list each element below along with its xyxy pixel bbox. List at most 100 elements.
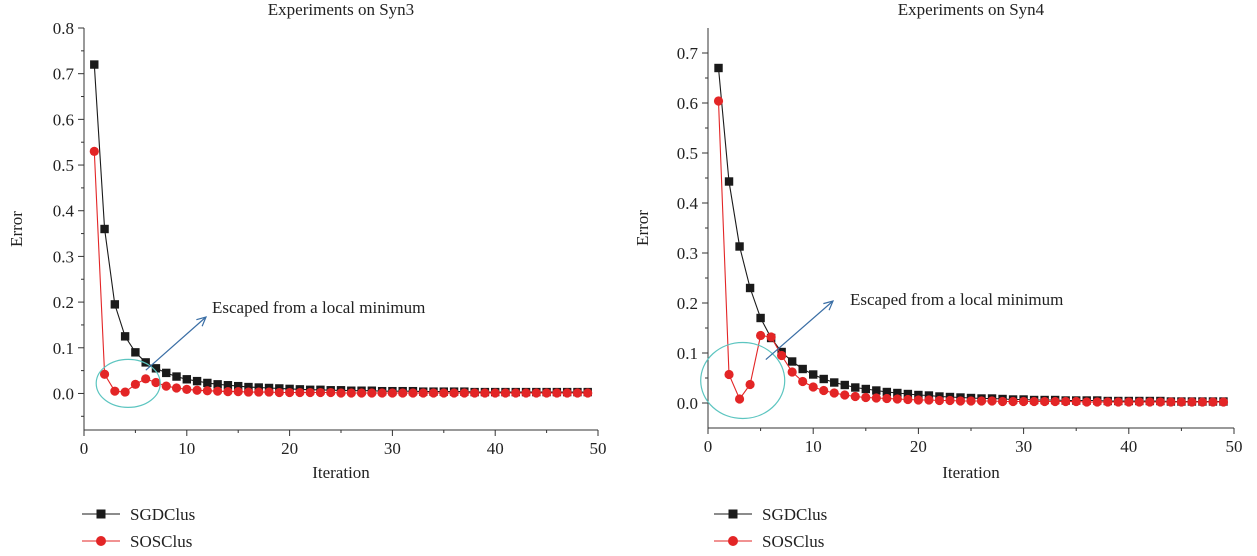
data-point-sgdclus bbox=[90, 60, 99, 69]
y-tick-label: 0.2 bbox=[677, 294, 698, 313]
data-point-sgdclus bbox=[872, 386, 881, 395]
annotation-arrow bbox=[145, 316, 207, 371]
data-point-sosclus bbox=[724, 369, 734, 380]
y-tick-label: 0.6 bbox=[53, 110, 74, 129]
data-point-sgdclus bbox=[914, 390, 923, 400]
data-point-sosclus bbox=[955, 396, 966, 406]
y-tick-label: 0.5 bbox=[53, 156, 74, 175]
data-point-sosclus bbox=[1145, 397, 1155, 407]
data-point-sgdclus bbox=[724, 177, 734, 186]
data-point-sosclus bbox=[1155, 397, 1165, 407]
data-point-sosclus bbox=[840, 390, 850, 400]
annotation-text: Escaped from a local minimum bbox=[212, 298, 425, 317]
data-point-sosclus bbox=[408, 388, 418, 398]
data-point-sosclus bbox=[120, 387, 130, 397]
data-point-sosclus bbox=[850, 391, 860, 402]
y-tick-label: 0.4 bbox=[677, 194, 699, 213]
data-point-sosclus bbox=[511, 388, 521, 398]
data-point-sosclus bbox=[987, 396, 997, 406]
data-point-sosclus bbox=[130, 379, 140, 389]
data-point-sosclus bbox=[449, 388, 459, 398]
data-point-sosclus bbox=[89, 146, 99, 156]
data-point-sosclus bbox=[777, 350, 787, 361]
data-point-sosclus bbox=[295, 387, 305, 398]
data-point-sosclus bbox=[243, 387, 254, 397]
data-point-sosclus bbox=[892, 394, 902, 404]
data-point-sgdclus bbox=[861, 384, 870, 394]
data-point-sgdclus bbox=[882, 387, 892, 397]
data-point-sgdclus bbox=[851, 383, 860, 392]
data-point-sosclus bbox=[583, 388, 593, 398]
chart-syn3: Experiments on Syn3 0.0 0.1 0.2 0.3 0.4 0.5 0.6… bbox=[7, 0, 607, 551]
data-point-sgdclus bbox=[100, 224, 109, 234]
legend-marker-sgdclus bbox=[728, 509, 738, 519]
data-point-sgdclus bbox=[840, 380, 849, 390]
data-point-sosclus bbox=[315, 387, 326, 398]
data-point-sosclus bbox=[562, 388, 572, 398]
y-axis-label: Error bbox=[7, 211, 26, 247]
chart-syn4: Experiments on Syn4 0.0 0.1 0.2 0.3 0.4 0.5 0.6… bbox=[633, 0, 1243, 551]
data-point-sgdclus bbox=[141, 358, 150, 367]
data-point-sgdclus bbox=[131, 348, 140, 357]
data-point-sosclus bbox=[552, 388, 562, 398]
legend-label: SOSClus bbox=[762, 532, 824, 551]
x-tick-label: 20 bbox=[281, 439, 298, 458]
x-tick-label: 0 bbox=[80, 439, 89, 458]
chart-title: Experiments on Syn3 bbox=[268, 0, 414, 19]
data-point-sosclus bbox=[336, 388, 346, 398]
y-tick-label: 0.1 bbox=[677, 344, 698, 363]
data-point-sgdclus bbox=[893, 388, 902, 398]
y-tick-label: 0.3 bbox=[677, 244, 698, 263]
data-point-sosclus bbox=[1113, 397, 1123, 407]
y-tick-label: 0.5 bbox=[677, 144, 698, 163]
data-point-sgdclus bbox=[234, 381, 243, 391]
x-tick-label: 20 bbox=[910, 437, 927, 456]
data-point-sosclus bbox=[213, 386, 223, 396]
data-point-sosclus bbox=[1124, 397, 1134, 407]
annotation-arrowhead bbox=[196, 316, 208, 327]
x-tick-label: 30 bbox=[384, 439, 401, 458]
series-line-sgdclus bbox=[717, 67, 1224, 403]
series-sosclus bbox=[713, 96, 1229, 407]
data-point-sosclus bbox=[997, 396, 1008, 407]
data-point-sosclus bbox=[819, 385, 829, 396]
annotation-text: Escaped from a local minimum bbox=[850, 290, 1063, 309]
data-point-sosclus bbox=[367, 388, 377, 398]
y-tick-label: 0.7 bbox=[53, 65, 75, 84]
x-tick-label: 0 bbox=[704, 437, 713, 456]
data-point-sgdclus bbox=[192, 376, 202, 386]
data-point-sosclus bbox=[470, 388, 480, 398]
annotation-arrow bbox=[765, 300, 834, 361]
data-point-sosclus bbox=[480, 388, 490, 398]
data-point-sosclus bbox=[913, 395, 923, 405]
data-point-sosclus bbox=[1134, 397, 1144, 407]
data-point-sosclus bbox=[572, 388, 583, 398]
data-point-sgdclus bbox=[903, 389, 913, 399]
data-point-sosclus bbox=[1040, 396, 1050, 407]
series-line-sosclus bbox=[717, 100, 1224, 403]
data-point-sosclus bbox=[141, 374, 151, 384]
data-point-sgdclus bbox=[809, 370, 818, 379]
data-point-sosclus bbox=[1166, 397, 1176, 407]
x-tick-label: 10 bbox=[805, 437, 822, 456]
annotation-ellipse bbox=[700, 341, 786, 420]
x-tick-label: 30 bbox=[1015, 437, 1032, 456]
y-tick-label: 0.1 bbox=[53, 339, 74, 358]
data-point-sgdclus bbox=[110, 300, 120, 309]
data-point-sosclus bbox=[151, 377, 161, 388]
legend-label: SOSClus bbox=[130, 532, 192, 551]
data-point-sosclus bbox=[713, 96, 724, 106]
data-point-sosclus bbox=[490, 388, 500, 398]
data-point-sosclus bbox=[274, 387, 284, 398]
data-point-sgdclus bbox=[120, 332, 130, 341]
data-point-sgdclus bbox=[162, 368, 171, 378]
data-point-sosclus bbox=[745, 379, 755, 390]
data-point-sosclus bbox=[1092, 397, 1102, 407]
data-point-sosclus bbox=[1218, 397, 1229, 407]
y-tick-label: 0.4 bbox=[53, 202, 75, 221]
x-tick-label: 10 bbox=[178, 439, 195, 458]
data-point-sosclus bbox=[1082, 397, 1092, 407]
data-point-sosclus bbox=[192, 385, 202, 395]
data-point-sosclus bbox=[182, 384, 192, 394]
data-point-sosclus bbox=[1061, 396, 1071, 407]
